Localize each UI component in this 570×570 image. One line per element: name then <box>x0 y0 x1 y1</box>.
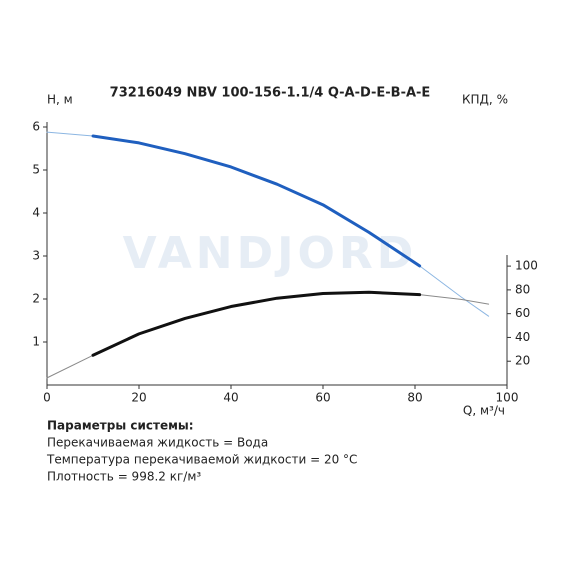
x-tick-label: 80 <box>407 391 422 405</box>
y2-tick-label: 60 <box>515 306 530 320</box>
params-heading: Параметры системы: <box>47 419 194 433</box>
x-tick-label: 0 <box>43 391 51 405</box>
watermark: VANDJORD <box>123 228 418 279</box>
param-line: Перекачиваемая жидкость = Вода <box>47 436 268 450</box>
y-tick-label: 1 <box>32 335 40 349</box>
y2-tick-label: 40 <box>515 330 530 344</box>
y2-tick-label: 80 <box>515 282 530 296</box>
y-tick-label: 4 <box>32 206 40 220</box>
y2-axis-label: КПД, % <box>462 93 508 107</box>
y-tick-label: 5 <box>32 163 40 177</box>
x-tick-label: 60 <box>315 391 330 405</box>
chart-title: 73216049 NBV 100-156-1.1/4 Q-A-D-E-B-A-E <box>110 86 431 101</box>
curve <box>46 291 490 379</box>
x-axis-label: Q, м³/ч <box>463 404 505 418</box>
param-line: Температура перекачиваемой жидкости = 20… <box>46 453 357 467</box>
curve <box>91 134 422 268</box>
y2-tick-label: 20 <box>515 354 530 368</box>
curve <box>91 290 422 357</box>
param-line: Плотность = 998.2 кг/м³ <box>47 470 201 484</box>
y-tick-label: 3 <box>32 249 40 263</box>
x-tick-label: 40 <box>223 391 238 405</box>
y-tick-label: 2 <box>32 292 40 306</box>
y-axis-label: H, м <box>47 93 73 107</box>
curve <box>46 131 490 317</box>
y2-tick-label: 100 <box>515 259 538 273</box>
x-tick-label: 20 <box>131 391 146 405</box>
y-tick-label: 6 <box>32 120 40 134</box>
x-tick-label: 100 <box>496 391 519 405</box>
